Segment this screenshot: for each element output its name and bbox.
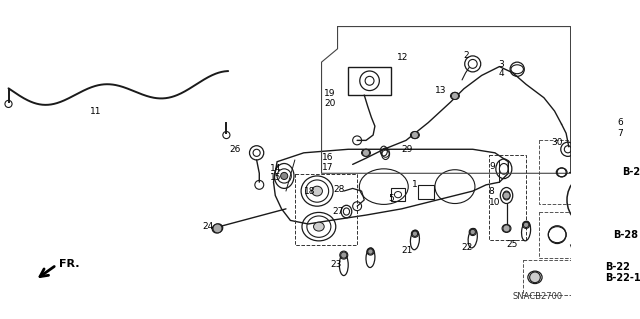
Text: 7: 7 [618, 129, 623, 138]
Bar [417, 185, 433, 199]
Circle shape [368, 249, 373, 254]
Bar [348, 67, 391, 95]
Circle shape [530, 272, 540, 283]
Circle shape [412, 231, 417, 236]
Text: 11: 11 [90, 107, 102, 115]
Text: 22: 22 [461, 242, 472, 252]
Polygon shape [273, 149, 508, 224]
Text: 13: 13 [435, 86, 446, 95]
Text: 29: 29 [401, 145, 413, 154]
Ellipse shape [312, 186, 323, 196]
Text: B-28: B-28 [622, 167, 640, 177]
Circle shape [280, 172, 288, 180]
Text: 18: 18 [304, 188, 316, 197]
Text: 16: 16 [321, 153, 333, 162]
Text: 4: 4 [499, 69, 504, 78]
Text: 15: 15 [270, 173, 282, 182]
Circle shape [362, 149, 369, 156]
Circle shape [213, 224, 222, 233]
Bar [295, 174, 357, 245]
Text: 24: 24 [202, 222, 214, 231]
Circle shape [524, 222, 529, 227]
Circle shape [470, 229, 476, 235]
Bar [540, 140, 604, 204]
Circle shape [503, 192, 510, 199]
Text: 6: 6 [618, 118, 623, 127]
Text: 1: 1 [412, 180, 418, 189]
Text: 28: 28 [333, 185, 344, 194]
Text: SNACB2700: SNACB2700 [513, 292, 563, 300]
Text: 27: 27 [332, 207, 344, 216]
Text: 30: 30 [551, 138, 563, 147]
Text: B-22-1: B-22-1 [605, 273, 640, 283]
Text: 5: 5 [388, 194, 394, 203]
Text: 12: 12 [397, 53, 408, 62]
Bar [489, 155, 526, 240]
Text: 17: 17 [321, 163, 333, 172]
Text: 20: 20 [324, 99, 335, 108]
Text: 26: 26 [229, 145, 241, 154]
Text: 3: 3 [499, 60, 504, 69]
Text: B-28: B-28 [613, 230, 638, 240]
Text: 21: 21 [401, 246, 413, 255]
Text: 9: 9 [490, 162, 495, 171]
Circle shape [451, 93, 458, 100]
Text: FR.: FR. [59, 259, 80, 269]
Circle shape [503, 225, 510, 232]
Text: 19: 19 [324, 89, 336, 98]
Text: 23: 23 [330, 260, 342, 269]
Bar [391, 189, 405, 201]
Text: 2: 2 [463, 50, 468, 60]
Text: 25: 25 [506, 240, 518, 249]
Circle shape [340, 252, 347, 258]
Ellipse shape [314, 222, 324, 231]
Text: B-22: B-22 [605, 262, 630, 272]
Text: 10: 10 [489, 198, 500, 207]
Circle shape [412, 131, 419, 138]
Circle shape [588, 193, 603, 207]
Polygon shape [570, 111, 613, 269]
Text: 8: 8 [489, 188, 495, 197]
Text: 14: 14 [270, 164, 282, 173]
Bar [522, 260, 586, 295]
Bar [540, 211, 595, 258]
